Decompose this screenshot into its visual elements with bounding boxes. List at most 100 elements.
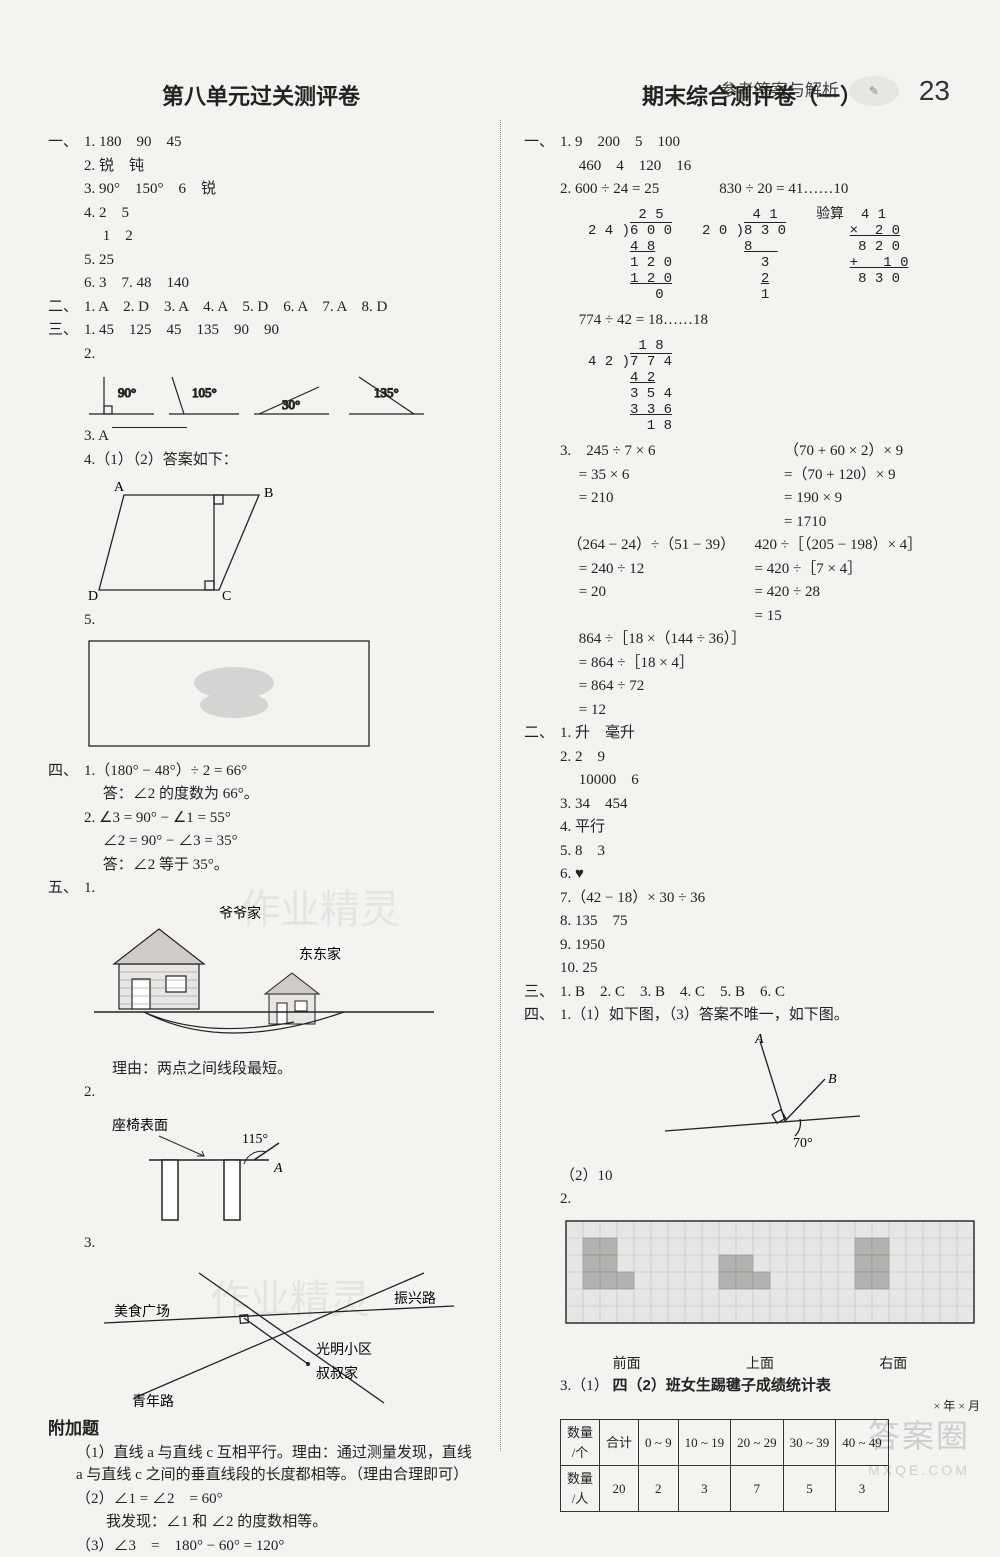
label-C: C — [222, 589, 231, 604]
right-title: 期末综合测评卷（一） — [524, 80, 980, 113]
division-row-1: 2 5 2 4 )6 0 0 4 8 1 2 0 1 2 0 0 4 1 2 0… — [588, 207, 980, 304]
label-qingnian: 青年路 — [132, 1394, 174, 1408]
text: = 12 — [560, 699, 980, 722]
table-title: 四（2）班女生踢毽子成绩统计表 — [613, 1377, 831, 1394]
text: = 210 — [560, 487, 756, 510]
text: 5. 25 — [84, 249, 474, 272]
angle-105: 105° — [192, 385, 217, 400]
check-calc: 验算 4 1 × 2 0 8 2 0 + 1 0 8 3 0 — [816, 207, 908, 287]
views-grid — [560, 1215, 980, 1350]
left-sec5: 五、 1. 爷爷家 东东家 — [48, 877, 474, 1412]
text: （1）直线 a 与直线 c 互相平行。理由：通过测量发现，直线 a 与直线 c … — [48, 1442, 474, 1487]
label-top: 上面 — [746, 1354, 774, 1375]
text: = 20 — [560, 581, 745, 604]
text: 1 2 — [84, 225, 474, 248]
text: 1. B 2. C 3. B 4. C 5. B 6. C — [560, 981, 980, 1004]
text: = 1710 — [784, 511, 980, 534]
angle-90: 90° — [118, 385, 136, 400]
text: 3. — [84, 1232, 474, 1255]
chair-figure: 座椅表面 115° A — [84, 1108, 474, 1228]
left-sec4: 四、 1.（180° − 48°）÷ 2 = 66° 答：∠2 的度数为 66°… — [48, 760, 474, 878]
text: 3. 245 ÷ 7 × 6 — [560, 440, 756, 463]
text: 4.（1）（2）答案如下： — [84, 449, 474, 472]
text: 6. ♥ — [560, 863, 980, 886]
text: 10. 25 — [560, 957, 980, 980]
text: ∠2 = 90° − ∠3 = 35° — [84, 830, 474, 853]
view-labels: 前面 上面 右面 — [560, 1354, 960, 1375]
label-front: 前面 — [613, 1354, 641, 1375]
left-sec2: 二、 1. A 2. D 3. A 4. A 5. D 6. A 7. A 8.… — [48, 296, 474, 320]
text: 2. — [84, 343, 474, 366]
angle-figure: A B 70° — [650, 1031, 980, 1161]
stats-table: 数量/个合计0 ~ 910 ~ 1920 ~ 2930 ~ 3940 ~ 49数… — [560, 1419, 889, 1512]
sec-label: 四、 — [48, 760, 84, 878]
calc-3-row1: 3. 245 ÷ 7 × 6 = 35 × 6 = 210 （70 + 60 ×… — [560, 440, 980, 534]
calc-3-row2: （264 − 24）÷（51 − 39） = 240 ÷ 12 = 20 420… — [560, 534, 980, 628]
right-sec2: 二、 1. 升 毫升 2. 2 9 10000 6 3. 34 454 4. 平… — [524, 722, 980, 981]
text: 6. 3 7. 48 140 — [84, 272, 474, 295]
label-D: D — [88, 589, 98, 604]
text: 460 4 120 16 — [560, 155, 980, 178]
label-B: B — [828, 1072, 837, 1087]
text: = 420 ÷［7 × 4］ — [755, 558, 981, 581]
page-root: 参考答案与解析 ✎ 23 第八单元过关测评卷 一、 1. 180 90 45 2… — [0, 0, 1000, 1491]
sec-label: 四、 — [524, 1004, 560, 1512]
text: 1. 180 90 45 — [84, 131, 474, 154]
text: （2）10 — [560, 1165, 980, 1188]
label-A: A — [114, 480, 125, 495]
text: = 420 ÷ 28 — [755, 581, 981, 604]
text: 9. 1950 — [560, 934, 980, 957]
text: 1.（1）如下图，（3）答案不唯一，如下图。 — [560, 1004, 980, 1027]
text: =（70 + 120）× 9 — [784, 464, 980, 487]
label-70: 70° — [793, 1136, 813, 1151]
sec-label: 三、 — [524, 981, 560, 1005]
text: （3）∠3 = 180° − 60° = 120° — [48, 1535, 474, 1557]
trapezoid-figure: A B C D — [84, 475, 474, 605]
text: 3. 34 454 — [560, 793, 980, 816]
angle-135: 135° — [374, 385, 399, 400]
label-chair: 座椅表面 — [112, 1118, 168, 1134]
text: 3. A — [84, 425, 474, 448]
div-774-42: 1 8 4 2 )7 7 4 4 2 3 5 4 3 3 6 1 8 — [588, 338, 672, 435]
text: 7.（42 − 18）× 30 ÷ 36 — [560, 887, 980, 910]
text: 5. 8 3 — [560, 840, 980, 863]
angles-figure: 90° 105° 30° 135° — [84, 369, 474, 421]
text: 理由：两点之间线段最短。 — [84, 1058, 474, 1081]
text: = 864 ÷ 72 — [560, 675, 980, 698]
text: 420 ÷［（205 − 198）× 4］ — [755, 534, 981, 557]
label-115: 115° — [242, 1132, 268, 1147]
left-column: 第八单元过关测评卷 一、 1. 180 90 45 2. 锐 钝 3. 90° … — [30, 60, 499, 1461]
rect-figure — [84, 636, 474, 756]
left-sec1: 一、 1. 180 90 45 2. 锐 钝 3. 90° 150° 6 锐 4… — [48, 131, 474, 296]
text: 2. 2 9 — [560, 746, 980, 769]
label-guangming: 光明小区 — [316, 1342, 372, 1358]
text: 4. 2 5 — [84, 202, 474, 225]
label-A: A — [754, 1032, 764, 1047]
label-dong: 东东家 — [299, 946, 341, 963]
right-column: 期末综合测评卷（一） 一、 1. 9 200 5 100 460 4 120 1… — [499, 60, 998, 1461]
label-zhenxing: 振兴路 — [394, 1291, 436, 1307]
text: 我发现：∠1 和 ∠2 的度数相等。 — [48, 1511, 474, 1534]
sec-label: 二、 — [48, 296, 84, 320]
text: 864 ÷［18 ×（144 ÷ 36）］ — [560, 628, 980, 651]
text: 1. 升 毫升 — [560, 722, 980, 745]
text: 1. — [84, 877, 474, 900]
sec-label: 五、 — [48, 877, 84, 1412]
text: 3.（1） — [560, 1378, 609, 1394]
text: （264 − 24）÷（51 − 39） — [560, 534, 745, 557]
text: 774 ÷ 42 = 18……18 — [560, 309, 980, 332]
text: = 864 ÷［18 × 4］ — [560, 652, 980, 675]
roads-figure: 美食广场 振兴路 光明小区 叔叔家 青年路 — [84, 1258, 474, 1408]
label-grandpa: 爷爷家 — [219, 905, 261, 922]
div-830-20: 4 1 2 0 )8 3 0 8 3 2 1 — [702, 207, 786, 304]
sec-label: 一、 — [48, 131, 84, 296]
houses-figure: 爷爷家 东东家 — [84, 904, 474, 1054]
text: （70 + 60 × 2）× 9 — [784, 440, 980, 463]
div-600-24: 2 5 2 4 )6 0 0 4 8 1 2 0 1 2 0 0 — [588, 207, 672, 304]
left-sec3: 三、 1. 45 125 45 135 90 90 2. 90° 105° — [48, 319, 474, 760]
angle-30: 30° — [282, 397, 300, 412]
text: = 15 — [755, 605, 981, 628]
right-sec3: 三、 1. B 2. C 3. B 4. C 5. B 6. C — [524, 981, 980, 1005]
text: = 240 ÷ 12 — [560, 558, 745, 581]
text: 2. — [84, 1081, 474, 1104]
